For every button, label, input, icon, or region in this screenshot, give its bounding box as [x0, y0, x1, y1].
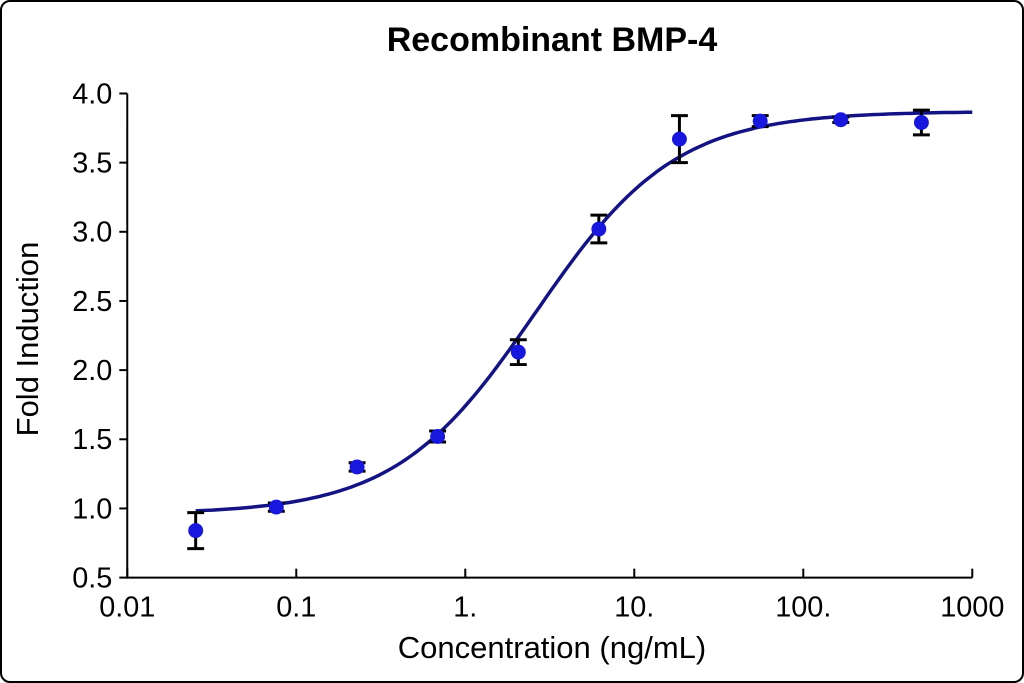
- y-tick-label: 1.0: [72, 493, 112, 525]
- y-tick-label: 1.5: [72, 424, 112, 456]
- data-point: [188, 523, 204, 539]
- x-tick-label: 1.: [453, 591, 477, 623]
- data-point: [591, 221, 607, 237]
- chart-title: Recombinant BMP-4: [386, 21, 718, 59]
- x-tick-label: 0.01: [99, 591, 155, 623]
- y-tick-label: 2.0: [72, 355, 112, 387]
- y-tick-label: 2.5: [72, 286, 112, 318]
- fit-curve: [195, 110, 973, 513]
- x-tick-label: 0.1: [276, 591, 316, 623]
- data-point: [833, 112, 849, 128]
- data-point: [913, 115, 929, 130]
- y-tick-label: 4.0: [72, 78, 112, 110]
- y-tick-label: 3.0: [72, 217, 112, 249]
- data-point: [671, 131, 687, 147]
- x-tick-label: 1000: [940, 591, 1004, 623]
- data-point: [349, 459, 365, 475]
- x-axis-label: Concentration (ng/mL): [397, 630, 707, 665]
- data-point: [268, 499, 284, 515]
- data-point: [430, 429, 446, 444]
- y-tick-label: 3.5: [72, 148, 112, 180]
- axes-lines: [126, 93, 973, 579]
- x-tick-label: 100.: [775, 591, 831, 623]
- data-point: [752, 113, 768, 129]
- x-tick-label: 10.: [614, 591, 654, 623]
- data-point: [510, 344, 526, 360]
- y-tick-label: 0.5: [72, 563, 112, 595]
